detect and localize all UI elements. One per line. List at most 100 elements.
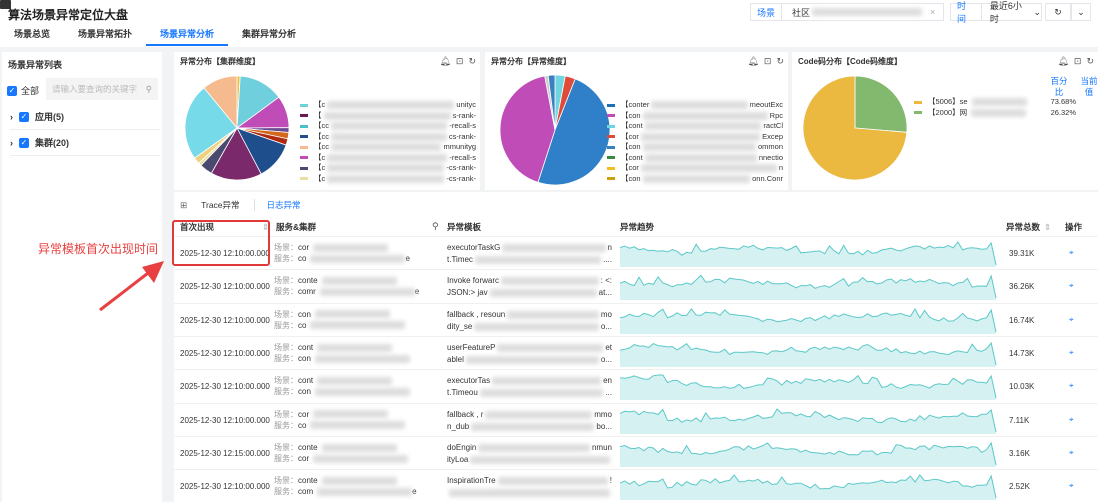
col-header-percent[interactable]: 百分比	[1050, 76, 1068, 97]
refresh-icon[interactable]: ↻	[468, 56, 476, 66]
terminal-icon[interactable]: ⊡	[1073, 56, 1082, 66]
legend-item[interactable]: 【cont ractCl	[607, 121, 783, 132]
table-row[interactable]: 2025-12-30 12:10:00.000 场景：con 服务：co fall…	[174, 302, 1098, 336]
chart-card: Code码分布【Code码维度】 🔔︎ ⊡ ↻ 百分比 当前值 【5006】se 73.68%…	[792, 52, 1098, 190]
table-row[interactable]: 2025-12-30 12:15:00.000 场景：conte 服务：cor d…	[174, 435, 1098, 469]
legend-item[interactable]: 【 s-rank-	[300, 111, 476, 122]
bell-icon[interactable]: 🔔︎	[747, 56, 759, 66]
main-tabs: 场景总览 场景异常拓扑 场景异常分析 集群异常分析	[0, 28, 310, 46]
legend-item[interactable]: 【cont nnectio	[607, 153, 783, 164]
sort-icon[interactable]: ⇕	[1044, 222, 1052, 232]
table-row[interactable]: 2025-12-30 12:10:00.000 场景：cor 服务：co e exe…	[174, 236, 1098, 269]
legend-label-end: unityc	[456, 100, 476, 109]
chevron-right-icon[interactable]: ›	[10, 111, 13, 122]
table-row[interactable]: 2025-12-30 12:10:00.000 场景：cont 服务：con ex…	[174, 369, 1098, 402]
tab-1[interactable]: 场景异常拓扑	[78, 29, 133, 39]
template-text[interactable]: executorTas en t.Timeou...	[447, 375, 612, 399]
legend-item[interactable]: 【2000】网 26.32%	[914, 108, 1098, 119]
template-line: InspirationTre	[447, 476, 496, 486]
legend-label: 【con	[621, 110, 641, 120]
terminal-icon[interactable]: ⊡	[763, 56, 772, 66]
pie-slice[interactable]	[203, 75, 238, 130]
column-header[interactable]: 异常总数 ⇕	[1006, 222, 1052, 232]
template-text[interactable]: fallback , r mmo n_dub bo...	[447, 409, 612, 433]
legend-label-end: -cs-rank-	[446, 173, 476, 183]
legend-item[interactable]: 【cc cs-rank-	[300, 132, 476, 143]
tree-item-apps[interactable]: › ✓ 应用(5)	[10, 104, 160, 130]
terminal-icon[interactable]: ⊡	[455, 56, 464, 66]
locate-icon[interactable]: ⌖	[1069, 481, 1074, 491]
legend-item[interactable]: 【cc mmunityg	[300, 142, 476, 153]
bell-icon[interactable]: 🔔︎	[439, 56, 451, 66]
chart-card: 异常分布【集群维度】 🔔︎ ⊡ ↻ 【c unityc 【 s-rank- 【cc -recall…	[174, 52, 480, 190]
locate-icon[interactable]: ⌖	[1069, 347, 1074, 357]
table-row[interactable]: 2025-12-30 12:10:00.000 场景：cont 服务：con us…	[174, 335, 1098, 369]
sidebar-search-input[interactable]: 请输入要查询的关键字 ⚲	[46, 78, 158, 100]
locate-icon[interactable]: ⌖	[1069, 447, 1074, 457]
template-line: userFeatureP	[447, 342, 496, 352]
pie-slice[interactable]	[210, 127, 262, 181]
trend-sparkline	[620, 407, 997, 434]
template-text[interactable]: userFeatureP et ablel o...	[447, 342, 612, 366]
template-text[interactable]: InspirationTre!	[447, 475, 612, 499]
tab-trace[interactable]: Trace异常	[201, 200, 240, 210]
col-header-value[interactable]: 当前值	[1080, 76, 1098, 97]
legend-item[interactable]: 【c -cs-rank-	[300, 174, 476, 185]
legend-label-end: mmunityg	[443, 142, 476, 151]
tab-log[interactable]: 日志异常	[253, 199, 301, 211]
tab-2[interactable]: 场景异常分析	[146, 28, 229, 46]
template-text[interactable]: fallback , resoun mo dity_se o...	[447, 309, 612, 333]
grid-icon[interactable]: ⊞	[180, 199, 188, 210]
bell-icon[interactable]: 🔔︎	[1057, 56, 1069, 66]
legend-item[interactable]: 【con Rpc	[607, 111, 783, 122]
select-all-checkbox[interactable]: ✓ 全部	[7, 84, 39, 97]
legend-item[interactable]: 【con onn.Conr	[607, 174, 783, 185]
legend-item[interactable]: 【conter meoutExc	[607, 100, 783, 111]
check-icon[interactable]: ✓	[19, 137, 29, 148]
scene-filter[interactable]: 场景 社区 ×	[750, 3, 944, 21]
locate-icon[interactable]: ⌖	[1069, 314, 1074, 324]
refresh-icon[interactable]: ↻	[776, 56, 784, 66]
menu-icon[interactable]	[0, 0, 11, 9]
table-row[interactable]: 2025-12-30 12:10:00.000 场景：conte 服务：comr e…	[174, 269, 1098, 302]
chevron-right-icon[interactable]: ›	[10, 137, 13, 148]
pie-slice[interactable]	[854, 75, 908, 133]
template-text[interactable]: Invoke forwarc: <: JSON:> jav at...	[447, 275, 612, 299]
tab-3[interactable]: 集群异常分析	[242, 29, 297, 39]
refresh-options-button[interactable]: ⌄	[1071, 3, 1091, 21]
search-icon[interactable]: ⚲	[432, 221, 439, 231]
legend-item[interactable]: 【con ommon	[607, 142, 783, 153]
refresh-button[interactable]: ↻	[1045, 3, 1071, 21]
clear-icon[interactable]: ×	[930, 7, 936, 17]
legend-item[interactable]: 【c -cs-rank-	[300, 163, 476, 174]
pie-slice[interactable]	[547, 74, 556, 131]
locate-icon[interactable]: ⌖	[1069, 381, 1074, 391]
legend-item[interactable]: 【cor n	[607, 163, 783, 174]
table-row[interactable]: 2025-12-30 12:10:00.000 场景：conte 服务：com e …	[174, 469, 1098, 502]
template-text[interactable]: doEngin nmun ityLoa	[447, 442, 612, 466]
locate-icon[interactable]: ⌖	[1069, 281, 1074, 291]
sidebar-title: 场景异常列表	[8, 60, 63, 70]
legend-item[interactable]: 【cc -recall-s	[300, 121, 476, 132]
sort-icon[interactable]: ⇕	[262, 222, 270, 232]
pie-slice[interactable]	[802, 75, 908, 181]
column-header[interactable]: 首次出现 ⇕	[180, 218, 269, 236]
time-filter[interactable]: 时间 最近6小时 ⌄	[950, 1, 1042, 24]
legend-item[interactable]: 【c -recall-s	[300, 153, 476, 164]
pie-slice[interactable]	[537, 78, 611, 186]
legend-label: 【2000】网	[928, 107, 968, 117]
check-icon[interactable]: ✓	[19, 111, 29, 122]
tab-0[interactable]: 场景总览	[14, 29, 51, 39]
table-row[interactable]: 2025-12-30 12:10:00.000 场景：cor 服务：co fall…	[174, 402, 1098, 436]
locate-icon[interactable]: ⌖	[1069, 414, 1074, 424]
pie-slice[interactable]	[184, 87, 238, 159]
refresh-icon[interactable]: ↻	[1086, 56, 1094, 66]
pie-slice[interactable]	[499, 75, 556, 183]
legend-item[interactable]: 【c unityc	[300, 100, 476, 111]
tree-item-clusters[interactable]: › ✓ 集群(20)	[10, 130, 160, 156]
template-text[interactable]: executorTaskG n t.Timec....	[447, 242, 612, 266]
legend-item[interactable]: 【5006】se 73.68%	[914, 97, 1098, 108]
legend-item[interactable]: 【cor Excep	[607, 132, 783, 143]
legend-label-end: ommon	[757, 142, 783, 151]
locate-icon[interactable]: ⌖	[1069, 248, 1074, 257]
